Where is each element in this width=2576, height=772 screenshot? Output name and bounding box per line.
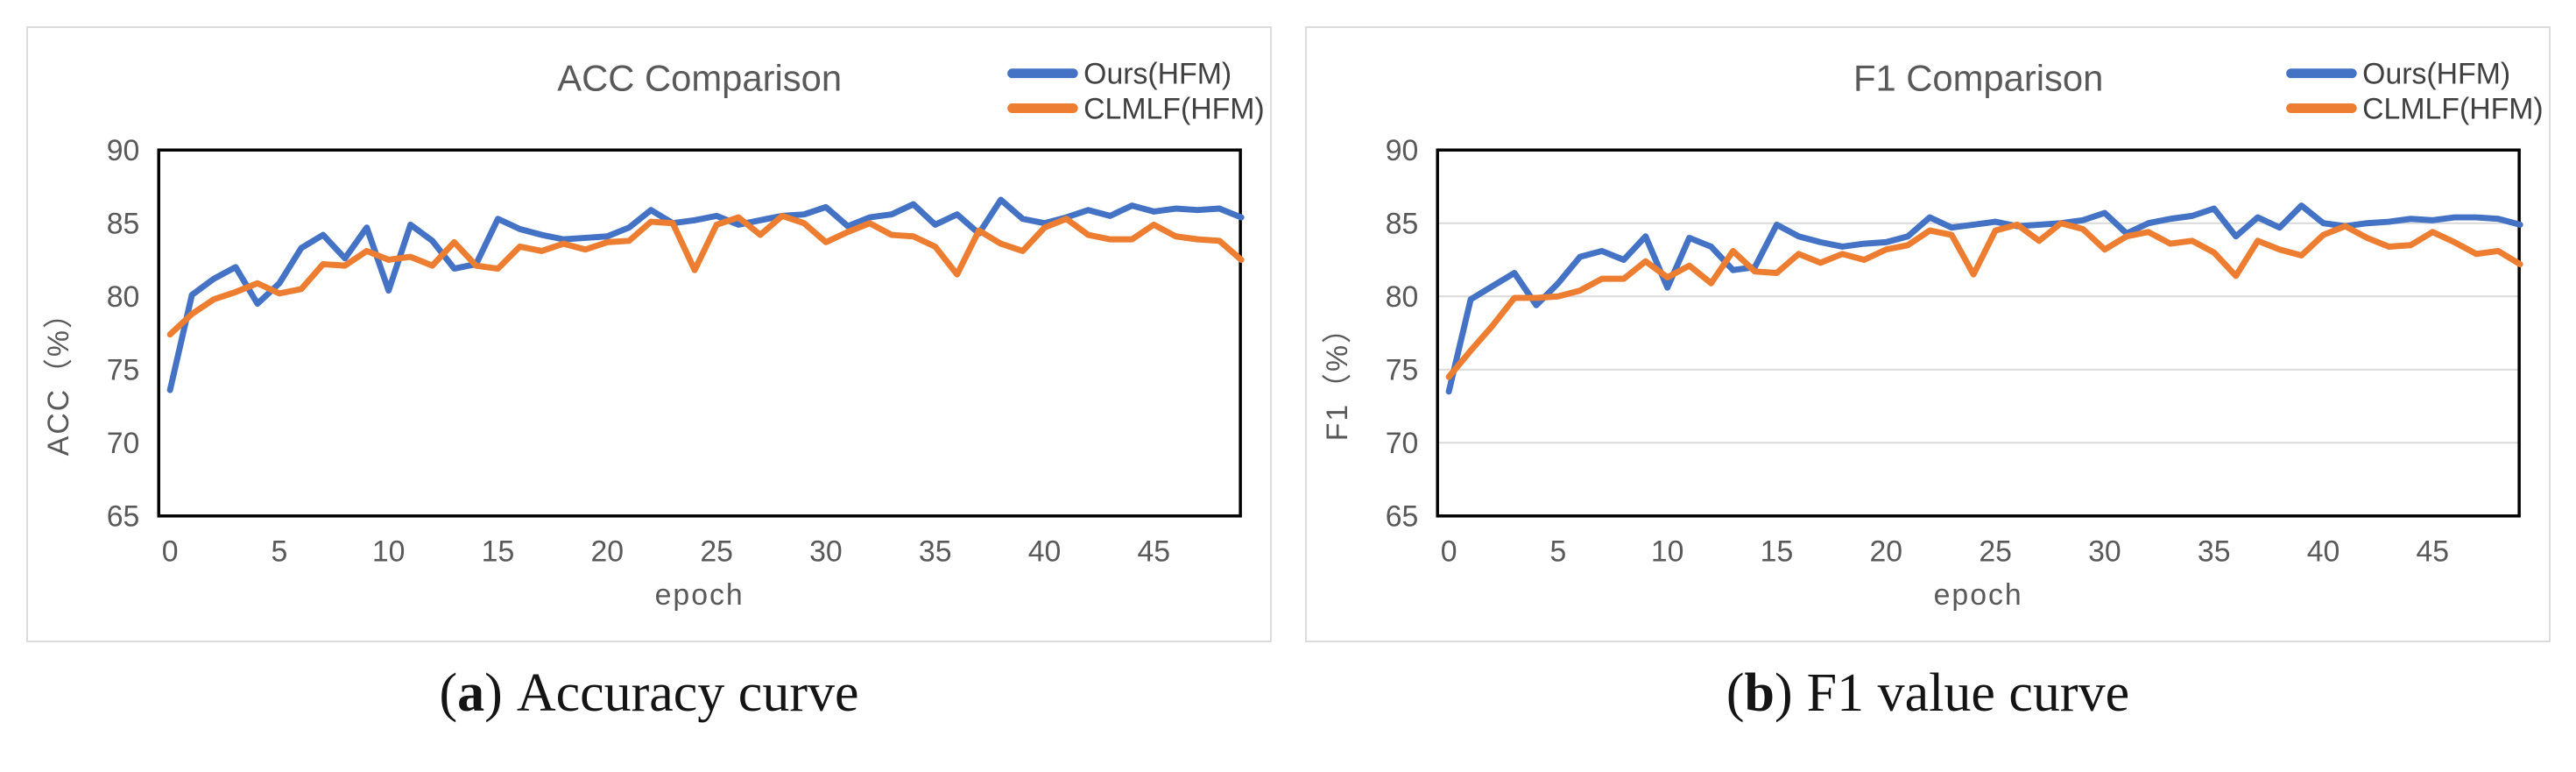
x-tick-label: 5	[1550, 535, 1567, 569]
y-tick-label: 85	[1386, 208, 1419, 241]
x-tick-label: 20	[1869, 535, 1902, 569]
x-tick-label: 45	[2417, 535, 2450, 569]
y-tick-label: 75	[1386, 354, 1419, 387]
x-tick-label: 35	[919, 535, 952, 569]
chart-title: ACC Comparison	[557, 58, 842, 99]
series-line-CLMLF(HFM)	[1445, 220, 2523, 380]
legend-label-Ours(HFM): Ours(HFM)	[1083, 58, 1232, 91]
x-tick-label: 35	[2198, 535, 2231, 569]
x-tick-label: 10	[372, 535, 406, 569]
caption-paren: )	[484, 663, 503, 723]
acc-chart-card: 65 70 75 80 85 90 0 5 10 15 20 25 30 35 40 45 epoch ACC（%…	[26, 26, 1272, 642]
x-tick-label: 45	[1138, 535, 1171, 569]
caption-tag-letter: b	[1744, 663, 1775, 723]
caption-a: (a) Accuracy curve	[26, 662, 1272, 725]
x-tick-label: 25	[700, 535, 733, 569]
x-axis-label: epoch	[1934, 578, 2023, 612]
x-axis-label: epoch	[655, 578, 745, 612]
panel-f1: 65 70 75 80 85 90 0 5 10 15 20 25 30 35 40 45 epoch F1（%）…	[1305, 0, 2551, 772]
f1-chart: 65 70 75 80 85 90 0 5 10 15 20 25 30 35 40 45 epoch F1（%）…	[1321, 58, 2544, 613]
y-tick-label: 90	[107, 134, 140, 167]
x-tick-label: 25	[1979, 535, 2012, 569]
x-tick-label: 40	[1028, 535, 1062, 569]
x-tick-label: 40	[2307, 535, 2340, 569]
y-tick-label: 65	[107, 500, 140, 534]
caption-text: F1 value curve	[1806, 663, 2130, 723]
caption-tag-letter: a	[457, 663, 485, 723]
series-line-CLMLF(HFM)	[166, 212, 1245, 338]
legend-label-Ours(HFM): Ours(HFM)	[2362, 58, 2510, 91]
legend-label-CLMLF(HFM): CLMLF(HFM)	[1083, 92, 1265, 125]
f1-chart-card: 65 70 75 80 85 90 0 5 10 15 20 25 30 35 40 45 epoch F1（%）…	[1305, 26, 2551, 642]
x-tick-label: 15	[482, 535, 515, 569]
x-tick-label: 30	[809, 535, 843, 569]
y-tick-label: 70	[1386, 427, 1419, 460]
acc-chart: 65 70 75 80 85 90 0 5 10 15 20 25 30 35 40 45 epoch ACC（%…	[42, 58, 1265, 613]
y-tick-label: 70	[107, 427, 140, 460]
y-tick-label: 75	[107, 354, 140, 387]
caption-paren: (	[1726, 663, 1745, 723]
x-tick-label: 0	[1441, 535, 1457, 569]
caption-text: Accuracy curve	[516, 663, 859, 723]
legend-label-CLMLF(HFM): CLMLF(HFM)	[2362, 92, 2544, 125]
y-tick-label: 90	[1386, 134, 1419, 167]
y-axis-label: ACC（%）	[42, 297, 75, 456]
x-tick-label: 0	[162, 535, 179, 569]
caption-paren: )	[1775, 663, 1793, 723]
plot-frame	[1436, 148, 2521, 518]
caption-b: (b) F1 value curve	[1305, 662, 2551, 725]
y-tick-label: 85	[107, 208, 140, 241]
y-tick-label: 65	[1386, 500, 1419, 534]
x-tick-label: 5	[272, 535, 288, 569]
x-tick-label: 20	[590, 535, 624, 569]
y-tick-label: 80	[1386, 280, 1419, 314]
x-tick-label: 15	[1761, 535, 1794, 569]
y-axis-label: F1（%）	[1321, 312, 1354, 441]
y-tick-label: 80	[107, 280, 140, 314]
plot-frame	[157, 148, 1242, 518]
x-tick-label: 30	[2088, 535, 2121, 569]
x-tick-label: 10	[1651, 535, 1684, 569]
panel-accuracy: 65 70 75 80 85 90 0 5 10 15 20 25 30 35 40 45 epoch ACC（%…	[26, 0, 1272, 772]
chart-title: F1 Comparison	[1853, 58, 2103, 99]
caption-paren: (	[439, 663, 458, 723]
